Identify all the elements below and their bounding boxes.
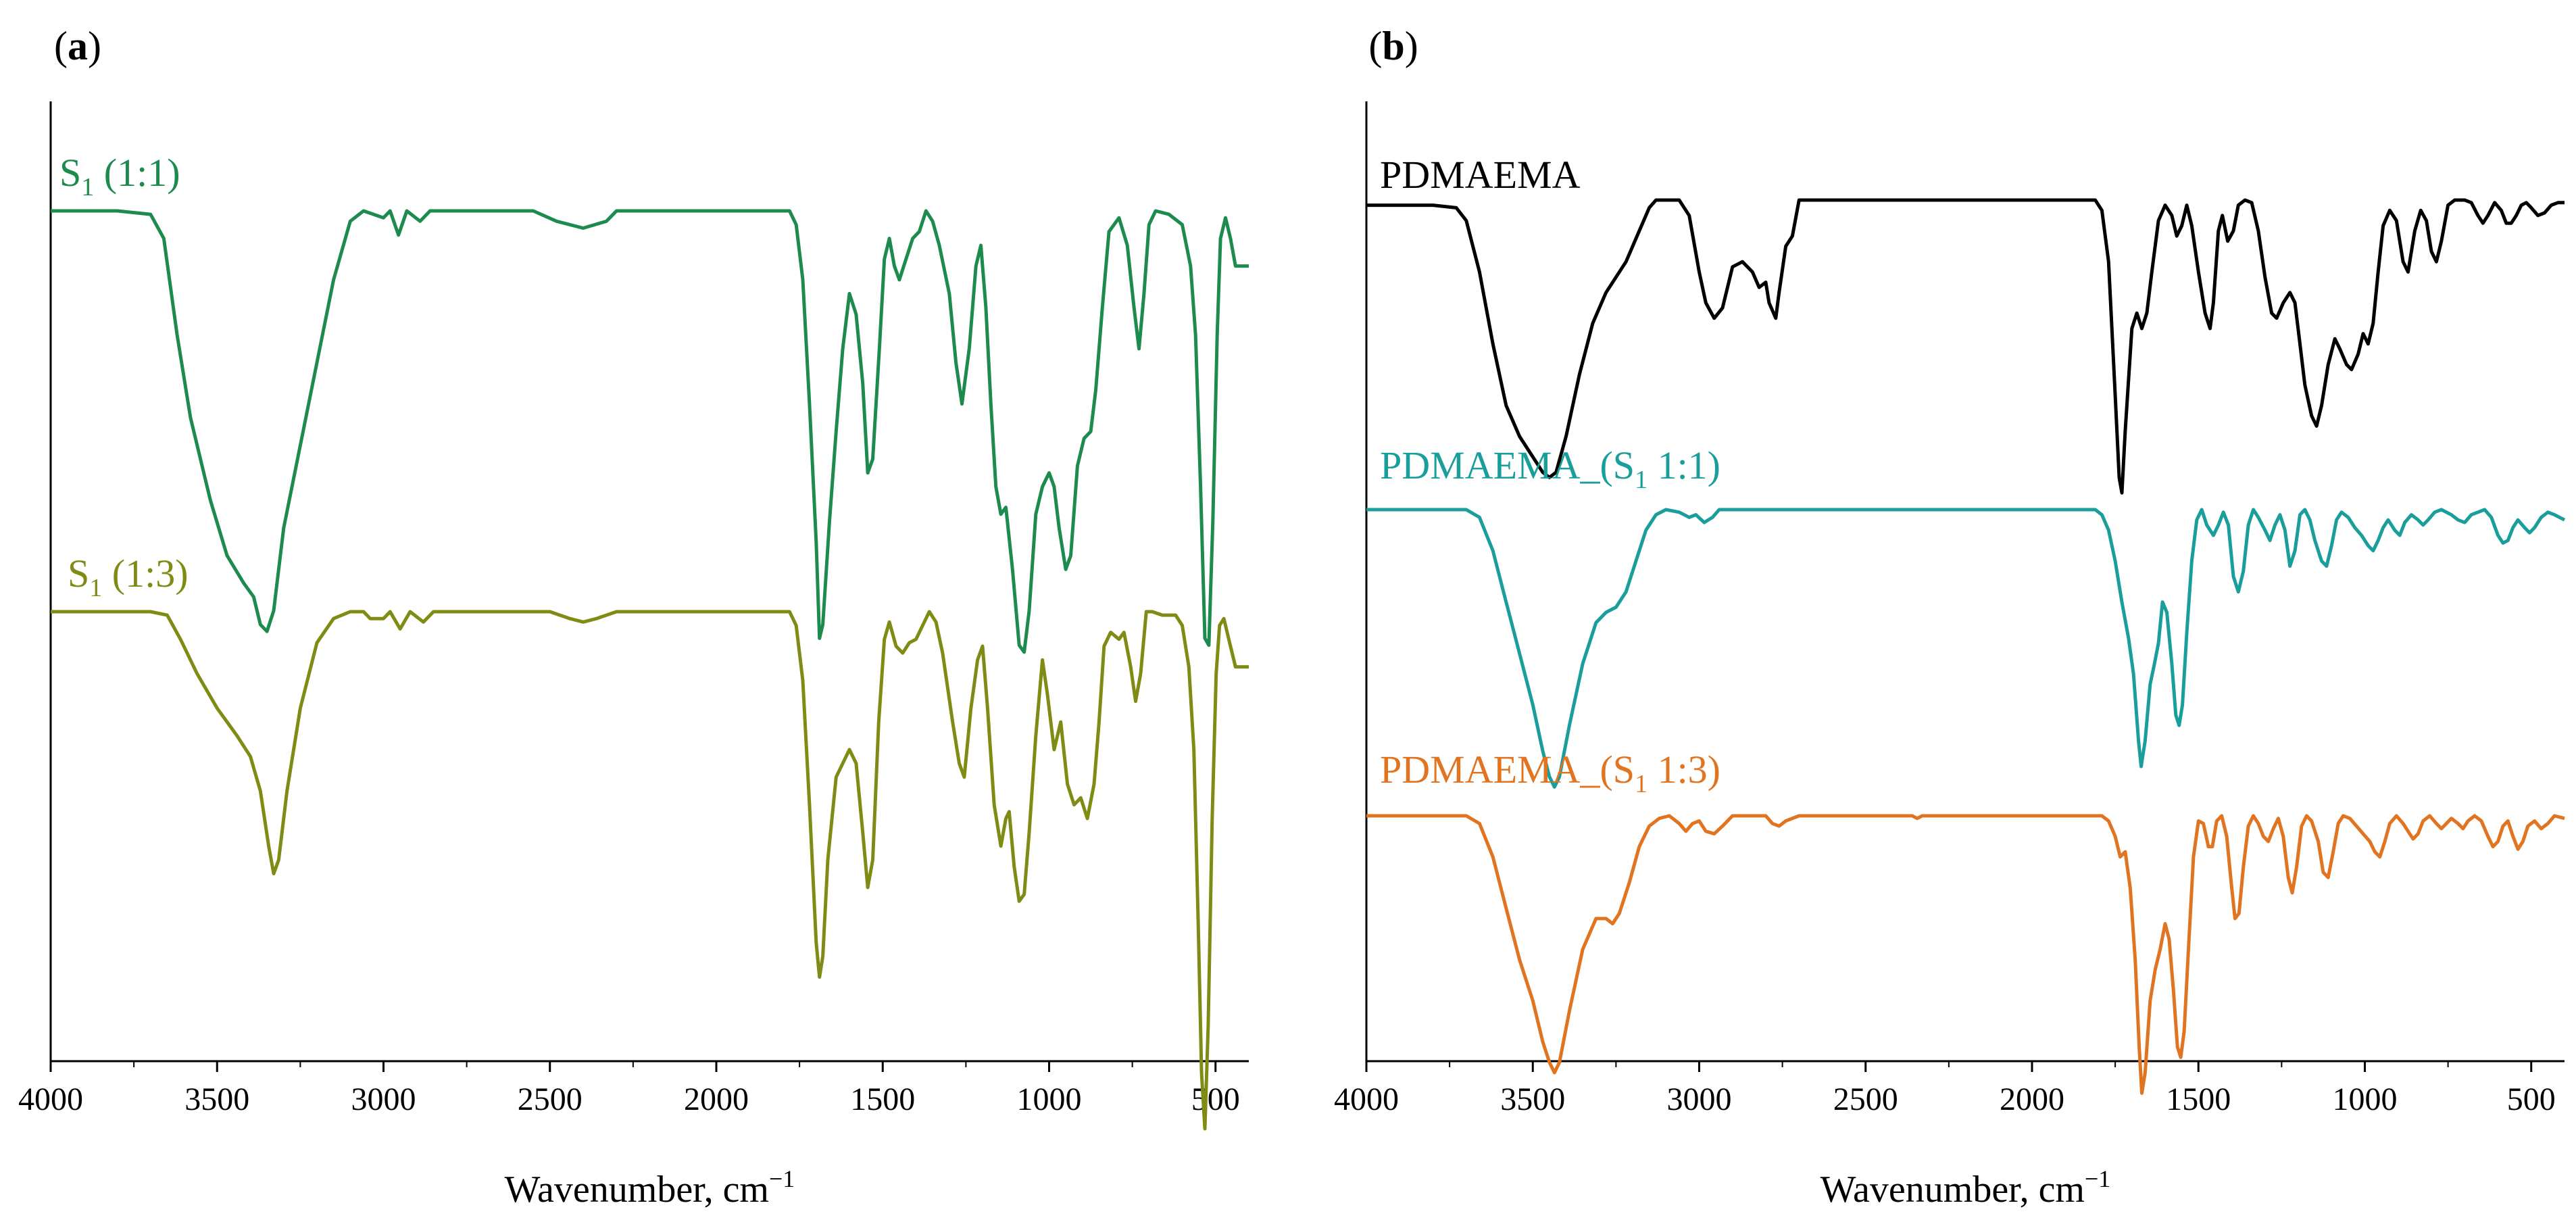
x-tick-label: 3000 (1667, 1081, 1732, 1117)
x-axis-title: Wavenumber, cm−1 (1820, 1165, 2111, 1211)
x-tick-label: 3500 (184, 1081, 249, 1117)
x-tick-label: 1000 (1017, 1081, 1082, 1117)
series-2: PDMAEMA_(S1 1:1) (1366, 443, 2566, 789)
x-tick-label: 1500 (850, 1081, 915, 1117)
series-label: PDMAEMA_(S1 1:1) (1380, 443, 1720, 494)
chart-panel-b: (b) 4000 3500 3000 2500 2000 1500 1000 500 Wavenu… (1334, 24, 2566, 1211)
x-tick-label: 3000 (351, 1081, 416, 1117)
x-tick-label: 1000 (2333, 1081, 2398, 1117)
series-line (51, 610, 1249, 1131)
series-1: PDMAEMA (1366, 153, 2565, 495)
x-tick-label: 4000 (1334, 1081, 1399, 1117)
series-2: S1 (1:3) (51, 552, 1249, 1131)
series-line (51, 209, 1249, 654)
series-line (1366, 198, 2565, 495)
series-1: S1 (1:1) (51, 151, 1249, 654)
x-tick-label: 2500 (518, 1081, 583, 1117)
series-label: PDMAEMA (1380, 153, 1581, 197)
x-tick-label: 4000 (18, 1081, 83, 1117)
x-tick-label: 1500 (2166, 1081, 2231, 1117)
x-axis-title: Wavenumber, cm−1 (505, 1165, 795, 1211)
x-tick-label: 2000 (2000, 1081, 2064, 1117)
x-tick-label: 2000 (684, 1081, 749, 1117)
x-tick-label: 500 (1191, 1081, 1240, 1117)
series-label: PDMAEMA_(S1 1:3) (1380, 748, 1720, 798)
series-3: PDMAEMA_(S1 1:3) (1366, 748, 2565, 1095)
panel-label: (a) (54, 24, 101, 68)
chart-panel-a: (a) 4000 3500 3000 2500 2000 1500 1000 500 Wavenu… (18, 24, 1249, 1211)
x-tick-label: 2500 (1833, 1081, 1898, 1117)
series-label: S1 (1:1) (59, 151, 180, 201)
x-tick-label: 3500 (1500, 1081, 1565, 1117)
series-label: S1 (1:3) (68, 552, 189, 602)
series-line (1366, 814, 2565, 1095)
series-line (1366, 508, 2566, 789)
panel-label: (b) (1368, 24, 1418, 68)
x-tick-label: 500 (2507, 1081, 2556, 1117)
